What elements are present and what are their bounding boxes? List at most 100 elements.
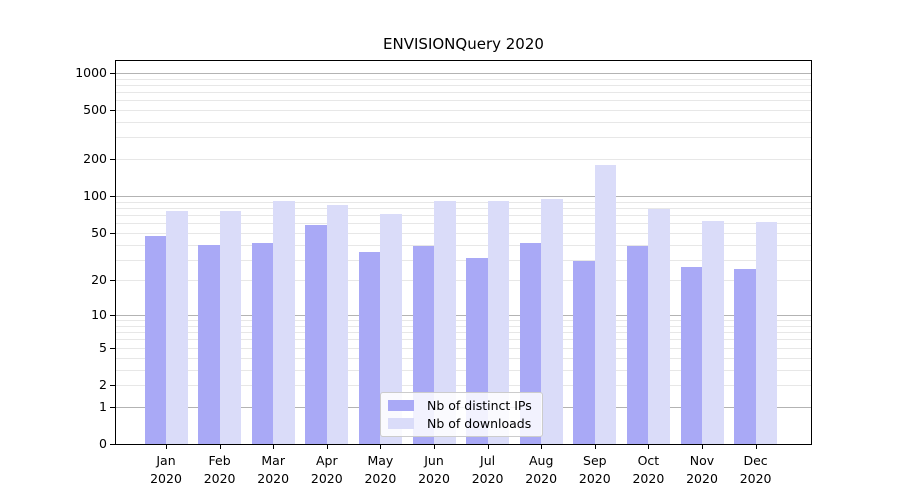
y-gridline-major (116, 196, 811, 198)
x-tick-label: Nov 2020 (670, 452, 734, 488)
y-gridline-minor (116, 320, 811, 322)
x-tick-year: 2020 (310, 471, 343, 486)
y-tick-label: 10 (91, 307, 107, 323)
x-tick-year: 2020 (686, 471, 718, 486)
x-tick-label: Jan 2020 (134, 452, 198, 488)
y-gridline-minor (116, 84, 811, 86)
x-tick-month: Apr (315, 453, 338, 468)
y-gridline-minor (116, 339, 811, 341)
bar-distinct-ips (198, 244, 220, 444)
bar-downloads (434, 200, 456, 444)
bar-distinct-ips (305, 224, 327, 444)
y-gridline-minor (116, 232, 811, 234)
legend-swatch-downloads-icon (388, 418, 414, 429)
y-gridline-minor (116, 384, 811, 386)
y-gridline-major (116, 315, 811, 317)
x-tick-label: Aug 2020 (509, 452, 573, 488)
y-tick-mark (110, 406, 115, 408)
bar-downloads (219, 211, 242, 444)
chart-title: ENVISIONQuery 2020 (383, 35, 544, 53)
x-tick-label: Jul 2020 (456, 452, 520, 488)
y-tick-mark (110, 110, 115, 112)
x-tick-year: 2020 (471, 471, 504, 486)
y-tick-label: 200 (83, 151, 107, 167)
bar-downloads (702, 221, 724, 444)
x-tick-month: Mar (261, 453, 285, 468)
x-tick-year: 2020 (150, 471, 182, 486)
y-gridline-minor (116, 280, 811, 282)
y-gridline-minor (116, 347, 811, 349)
y-tick-label: 1000 (75, 64, 107, 80)
x-tick-label: Dec 2020 (724, 452, 788, 488)
x-tick-month: Dec (743, 453, 768, 468)
bar-downloads (755, 222, 778, 444)
x-tick-mark (702, 445, 703, 449)
x-tick-mark (755, 445, 757, 449)
bar-distinct-ips (144, 236, 166, 444)
bar-downloads (273, 201, 295, 444)
x-tick-label: Apr 2020 (295, 452, 359, 488)
y-gridline-minor (116, 78, 811, 80)
bar-downloads (487, 201, 510, 444)
x-tick-year: 2020 (578, 471, 611, 486)
y-tick-mark (110, 315, 115, 317)
x-tick-mark (434, 445, 435, 449)
x-tick-label: Jun 2020 (402, 452, 466, 488)
bar-downloads (648, 209, 670, 444)
x-tick-label: Sep 2020 (563, 452, 627, 488)
x-tick-mark (273, 445, 275, 449)
bar-downloads (326, 204, 349, 444)
y-tick-mark (110, 159, 115, 161)
bar-distinct-ips (734, 269, 756, 444)
legend-label-downloads: Nb of downloads (427, 416, 532, 431)
x-tick-year: 2020 (418, 471, 450, 486)
bar-downloads (594, 165, 617, 444)
bar-downloads (380, 213, 402, 444)
x-tick-month: Jun (424, 453, 444, 468)
x-tick-year: 2020 (525, 471, 558, 486)
x-tick-year: 2020 (257, 471, 290, 486)
bar-downloads (166, 211, 188, 444)
x-tick-month: Oct (637, 453, 660, 468)
y-gridline-minor (116, 332, 811, 334)
x-tick-month: May (367, 453, 394, 468)
y-gridline-minor (116, 159, 811, 161)
bar-distinct-ips (573, 261, 595, 444)
bar-downloads (541, 199, 563, 444)
y-gridline-major (116, 72, 811, 74)
y-gridline-minor (116, 223, 811, 225)
x-tick-month: Jul (480, 453, 496, 468)
legend-item-distinct-ips: Nb of distinct IPs (388, 399, 532, 412)
y-tick-mark (110, 72, 115, 74)
y-gridline-minor (116, 369, 811, 371)
y-gridline-minor (116, 137, 811, 139)
x-tick-year: 2020 (203, 471, 236, 486)
y-gridline-minor (116, 215, 811, 217)
x-tick-label: Feb 2020 (188, 452, 252, 488)
x-tick-month: Sep (583, 453, 607, 468)
x-tick-year: 2020 (364, 471, 397, 486)
x-tick-year: 2020 (739, 471, 772, 486)
x-tick-mark (487, 445, 489, 449)
y-gridline-minor (116, 100, 811, 102)
x-tick-year: 2020 (632, 471, 665, 486)
y-gridline-minor (116, 92, 811, 94)
x-tick-month: Feb (208, 453, 231, 468)
y-tick-mark (110, 196, 115, 198)
x-tick-label: Oct 2020 (616, 452, 680, 488)
y-tick-mark (110, 280, 115, 282)
y-gridline-minor (116, 259, 811, 261)
x-tick-mark (594, 445, 596, 449)
x-tick-label: Mar 2020 (241, 452, 305, 488)
y-tick-label: 50 (91, 224, 107, 240)
y-gridline-minor (116, 110, 811, 112)
x-tick-mark (541, 445, 543, 449)
x-tick-mark (326, 445, 328, 449)
legend-swatch-distinct-ips-icon (388, 400, 414, 411)
bar-distinct-ips (626, 245, 649, 444)
x-tick-mark (648, 445, 650, 449)
bar-distinct-ips (680, 266, 702, 444)
x-tick-month: Nov (689, 453, 715, 468)
y-gridline-minor (116, 207, 811, 209)
